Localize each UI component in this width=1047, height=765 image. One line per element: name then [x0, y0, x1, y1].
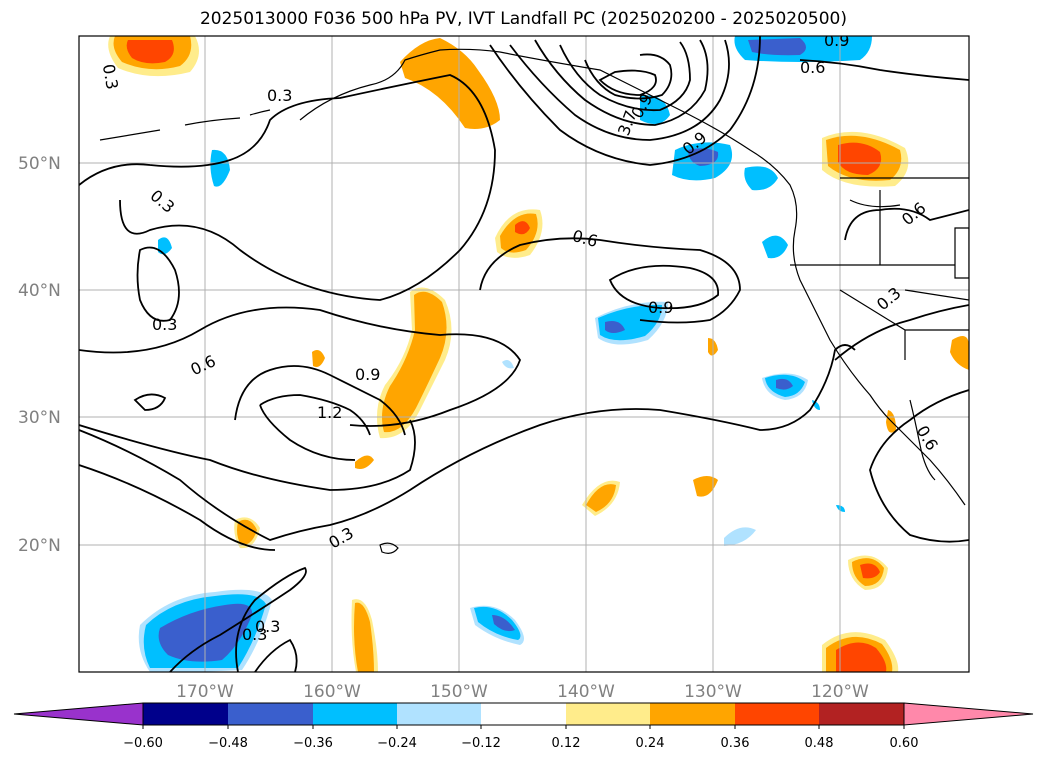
lon-label: 160°W	[303, 682, 361, 702]
contour-label: 0.9	[824, 31, 849, 50]
lat-label: 20°N	[18, 536, 61, 556]
colorbar-tick-label: 0.60	[890, 736, 919, 751]
colorbar-segment	[566, 703, 650, 725]
colorbar-tick-label: 0.24	[636, 736, 665, 751]
colorbar-tick-label: −0.12	[461, 736, 501, 751]
colorbar-segment	[735, 703, 819, 725]
contour-label: 0.3	[152, 315, 177, 334]
colorbar-tick-label: 0.36	[721, 736, 750, 751]
lon-label: 130°W	[684, 682, 742, 702]
colorbar-tick-label: −0.24	[377, 736, 417, 751]
colorbar-tick-label: 0.48	[805, 736, 834, 751]
map-background	[79, 36, 969, 672]
map-frame	[78, 35, 970, 673]
gridlines	[79, 36, 969, 672]
colorbar-segment	[313, 703, 397, 725]
colorbar-tick-label: −0.36	[293, 736, 333, 751]
pv-contours	[79, 36, 969, 672]
contour-label: 0.3	[242, 625, 267, 644]
lat-label: 50°N	[18, 154, 61, 174]
colorbar-arrow-left	[13, 702, 144, 726]
contour-label: 0.9	[355, 365, 380, 384]
colorbar: −0.60 −0.48 −0.36 −0.24 −0.12 0.12 0.24 …	[13, 702, 1034, 751]
colorbar-segment	[143, 703, 228, 725]
colorbar-tick-label: −0.48	[208, 736, 248, 751]
colorbar-tick-label: 0.12	[552, 736, 581, 751]
map-title: 2025013000 F036 500 hPa PV, IVT Landfall…	[199, 9, 847, 29]
colorbar-tick-label: −0.60	[123, 736, 163, 751]
colorbar-segment	[397, 703, 481, 725]
lat-label: 40°N	[18, 281, 61, 301]
lat-label: 30°N	[18, 408, 61, 428]
lon-label: 140°W	[557, 682, 615, 702]
longitude-labels: 170°W 160°W 150°W 140°W 130°W 120°W	[176, 682, 869, 702]
colorbar-segment	[228, 703, 313, 725]
contour-label: 1.2	[317, 403, 342, 422]
colorbar-arrow-right	[903, 702, 1034, 726]
colorbar-segment	[481, 703, 566, 725]
lon-label: 170°W	[176, 682, 234, 702]
lon-label: 120°W	[811, 682, 869, 702]
colorbar-segment	[650, 703, 735, 725]
latitude-labels: 50°N 40°N 30°N 20°N	[18, 154, 61, 556]
contour-label: 0.9	[648, 298, 673, 317]
contour-label: 0.3	[267, 86, 292, 105]
lon-label: 150°W	[430, 682, 488, 702]
colorbar-segment	[819, 703, 904, 725]
contour-label: 0.3	[255, 617, 280, 636]
contour-label: 0.6	[800, 58, 825, 77]
contour-label: 0.3	[99, 63, 122, 91]
